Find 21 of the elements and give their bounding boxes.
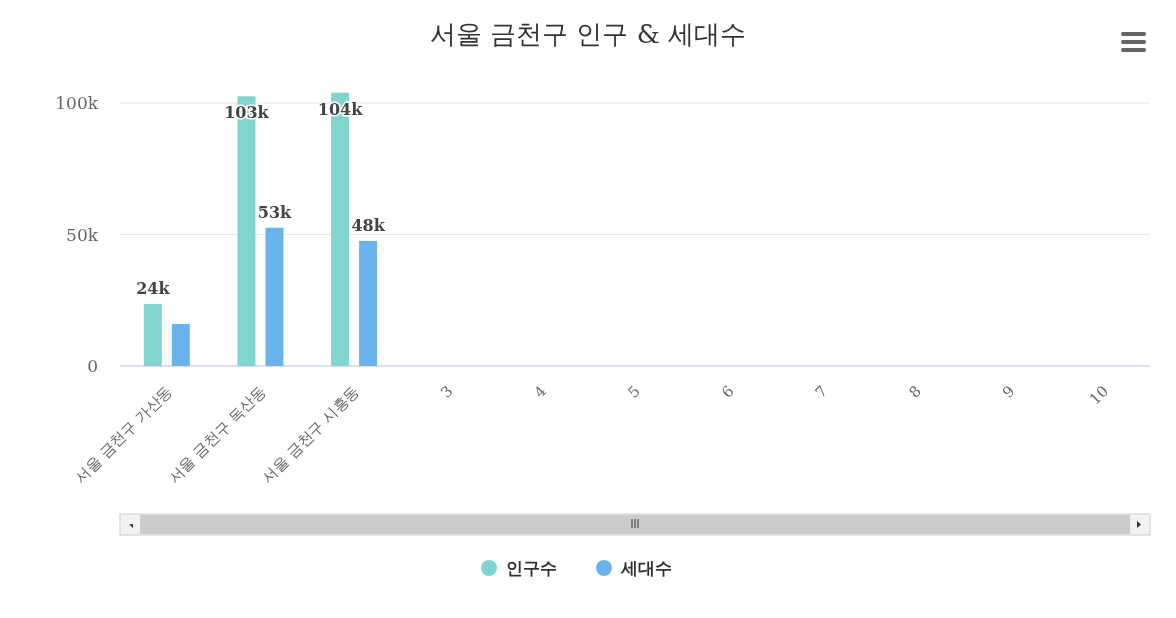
y-tick-label: 0 xyxy=(87,356,98,376)
data-label: 24k xyxy=(136,278,171,298)
data-label: 48k xyxy=(351,215,386,235)
x-tick-label: 7 xyxy=(811,382,832,402)
x-tick-label: 3 xyxy=(437,382,457,402)
y-tick-label: 50k xyxy=(66,224,99,245)
bar xyxy=(359,240,378,366)
x-tick-label: 4 xyxy=(530,382,551,402)
x-tick-label: 8 xyxy=(905,382,925,402)
x-tick-label: 5 xyxy=(624,382,644,402)
y-tick-label: 100k xyxy=(55,93,99,114)
x-tick-label: 10 xyxy=(1085,382,1113,409)
x-tick-label: 9 xyxy=(998,382,1019,402)
bar xyxy=(171,323,190,366)
x-tick-label: 6 xyxy=(717,382,738,402)
legend-label: 인구수 xyxy=(506,558,557,578)
legend-label: 세대수 xyxy=(620,558,672,578)
bar xyxy=(143,303,162,366)
data-label: 53k xyxy=(257,202,293,222)
chart-title: 서울 금천구 인구 & 세대수 xyxy=(429,19,747,49)
bar xyxy=(265,227,284,366)
